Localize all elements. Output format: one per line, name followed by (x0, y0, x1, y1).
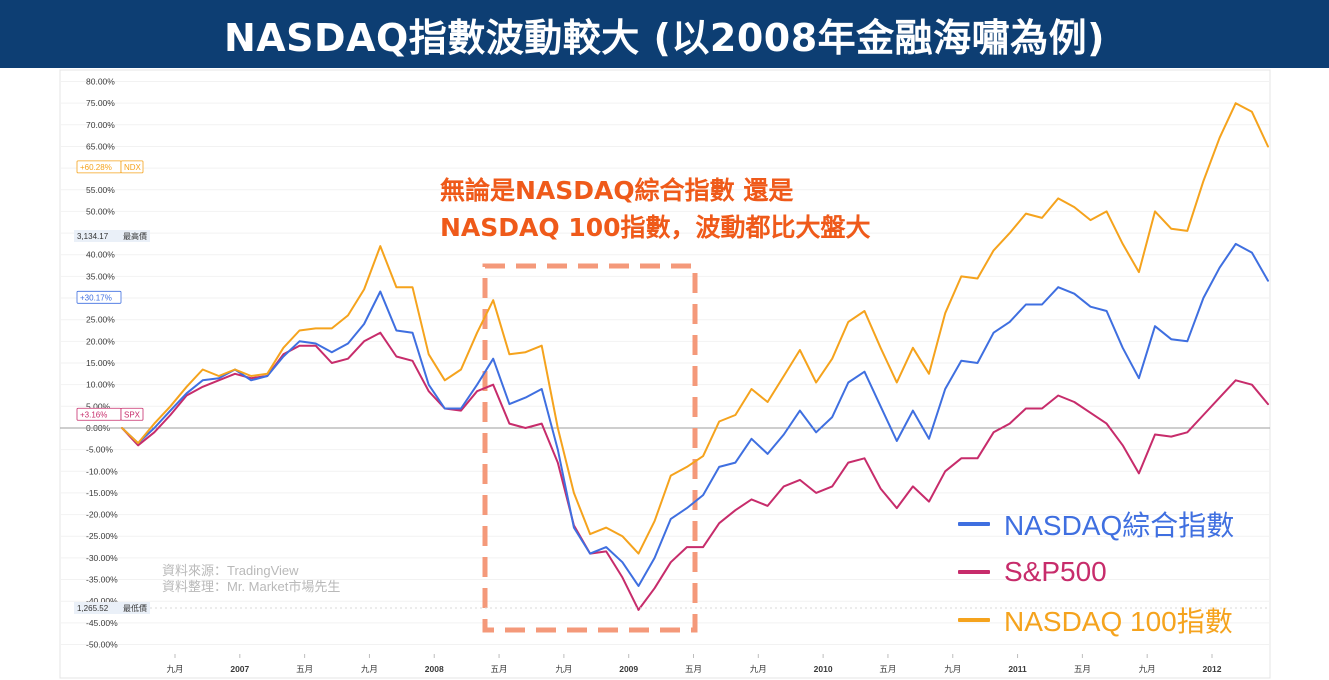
y-tick-label: -40.00% (86, 596, 118, 606)
x-tick-label: 九月 (166, 664, 183, 674)
legend-swatch (958, 570, 990, 574)
legend-label: S&P500 (1004, 556, 1107, 587)
price-tag-low: 1,265.52 最低價 (74, 602, 1270, 614)
source-line-1: 資料來源：TradingView (162, 563, 299, 578)
price-tag-value: 3,134.17 (77, 232, 109, 241)
tag-nasdaq-100: +60.28% NDX (76, 160, 144, 174)
x-tick-label: 五月 (296, 664, 313, 674)
y-tick-label: 35.00% (86, 271, 115, 281)
tag-value: +3.16% (80, 410, 107, 419)
price-tag-value: 1,265.52 (77, 604, 109, 613)
y-tick-label: -30.00% (86, 553, 118, 563)
tag-symbol: SPX (124, 410, 141, 419)
x-tick-label: 五月 (491, 664, 508, 674)
line-chart: 80.00%75.00%70.00%65.00%60.00%55.00%50.0… (59, 69, 1271, 679)
legend-label: NASDAQ綜合指數 (1004, 510, 1235, 541)
price-tag-label: 最低價 (123, 603, 147, 613)
x-tick-label: 九月 (750, 664, 767, 674)
tag-nasdaq-composite: +30.17% (76, 290, 122, 304)
y-tick-label: 40.00% (86, 250, 115, 260)
tag-sp500: +3.16% SPX (76, 407, 144, 421)
x-tick-label: 九月 (361, 664, 378, 674)
legend-swatch (958, 522, 990, 526)
y-tick-label: 10.00% (86, 380, 115, 390)
y-tick-label: -45.00% (86, 618, 118, 628)
x-tick-label: 九月 (555, 664, 572, 674)
x-tick-label: 九月 (944, 664, 961, 674)
y-tick-label: -25.00% (86, 531, 118, 541)
chart-legend: NASDAQ綜合指數 S&P500 NASDAQ 100指數 (958, 500, 1234, 644)
price-tag-box (74, 230, 150, 242)
legend-swatch (958, 618, 990, 622)
y-tick-label: 5.00% (86, 401, 111, 411)
tag-value: +30.17% (80, 293, 112, 302)
highlight-box (482, 263, 698, 633)
legend-item-nasdaq-100: NASDAQ 100指數 (958, 596, 1234, 644)
x-tick-label: 九月 (1139, 664, 1156, 674)
y-tick-label: 50.00% (86, 206, 115, 216)
tag-value-box (76, 290, 122, 304)
y-tick-label: 55.00% (86, 185, 115, 195)
x-tick-label: 2008 (425, 664, 444, 674)
page-title: NASDAQ指數波動較大 (以2008年金融海嘯為例) (223, 15, 1106, 60)
y-tick-label: 25.00% (86, 315, 115, 325)
tag-symbol-box (120, 160, 144, 174)
y-tick-label: 20.00% (86, 336, 115, 346)
series-line-1 (121, 331, 1269, 611)
tag-symbol-box (120, 407, 144, 421)
y-tick-label: 70.00% (86, 120, 115, 130)
annotation-line-1: 無論是NASDAQ綜合指數 還是 (440, 176, 794, 205)
x-tick-label: 2009 (619, 664, 638, 674)
y-tick-label: -20.00% (86, 510, 118, 520)
x-tick-label: 2007 (230, 664, 249, 674)
series-line-0 (121, 242, 1269, 587)
x-tick-label: 2011 (1008, 664, 1027, 674)
price-tag-label: 最高價 (123, 231, 147, 241)
legend-item-nasdaq-composite: NASDAQ綜合指數 (958, 500, 1234, 548)
tag-symbol: NDX (124, 163, 142, 172)
y-tick-label: -10.00% (86, 466, 118, 476)
tag-value: +60.28% (80, 163, 112, 172)
series-lines (121, 102, 1269, 611)
price-tag-box (74, 602, 150, 614)
x-tick-label: 五月 (685, 664, 702, 674)
x-tick-label: 五月 (1074, 664, 1091, 674)
chart-annotation: 無論是NASDAQ綜合指數 還是 NASDAQ 100指數，波動都比大盤大 (440, 172, 871, 246)
y-tick-label: -35.00% (86, 575, 118, 585)
y-tick-label: -5.00% (86, 445, 113, 455)
x-tick-label: 2010 (814, 664, 833, 674)
axis-tags: +60.28% NDX +30.17% +3.16% SPX 3,134.17 最高價 1,2… (74, 160, 1270, 614)
annotation-line-2: NASDAQ 100指數，波動都比大盤大 (440, 213, 871, 242)
y-tick-label: 15.00% (86, 358, 115, 368)
title-banner: NASDAQ指數波動較大 (以2008年金融海嘯為例) (0, 0, 1329, 68)
x-tick-label: 五月 (879, 664, 896, 674)
data-source-note: 資料來源：TradingView 資料整理：Mr. Market市場先生 (162, 563, 340, 595)
price-tag-high: 3,134.17 最高價 (74, 230, 150, 242)
y-gridlines (60, 81, 1270, 645)
x-tick-label: 2012 (1203, 664, 1222, 674)
y-tick-label: -15.00% (86, 488, 118, 498)
y-tick-label: 80.00% (86, 77, 115, 87)
legend-label: NASDAQ 100指數 (1004, 606, 1233, 637)
x-axis: 九月 2007 五月 九月 2008 五月 九月 2009 五月 九月 2010 五月 九月 2011 五月… (166, 654, 1222, 674)
series-line-2 (121, 102, 1269, 555)
y-tick-label: 75.00% (86, 98, 115, 108)
source-line-2: 資料整理：Mr. Market市場先生 (162, 579, 341, 594)
y-tick-label: -50.00% (86, 640, 118, 650)
legend-item-sp500: S&P500 (958, 548, 1234, 596)
y-tick-label: 65.00% (86, 141, 115, 151)
